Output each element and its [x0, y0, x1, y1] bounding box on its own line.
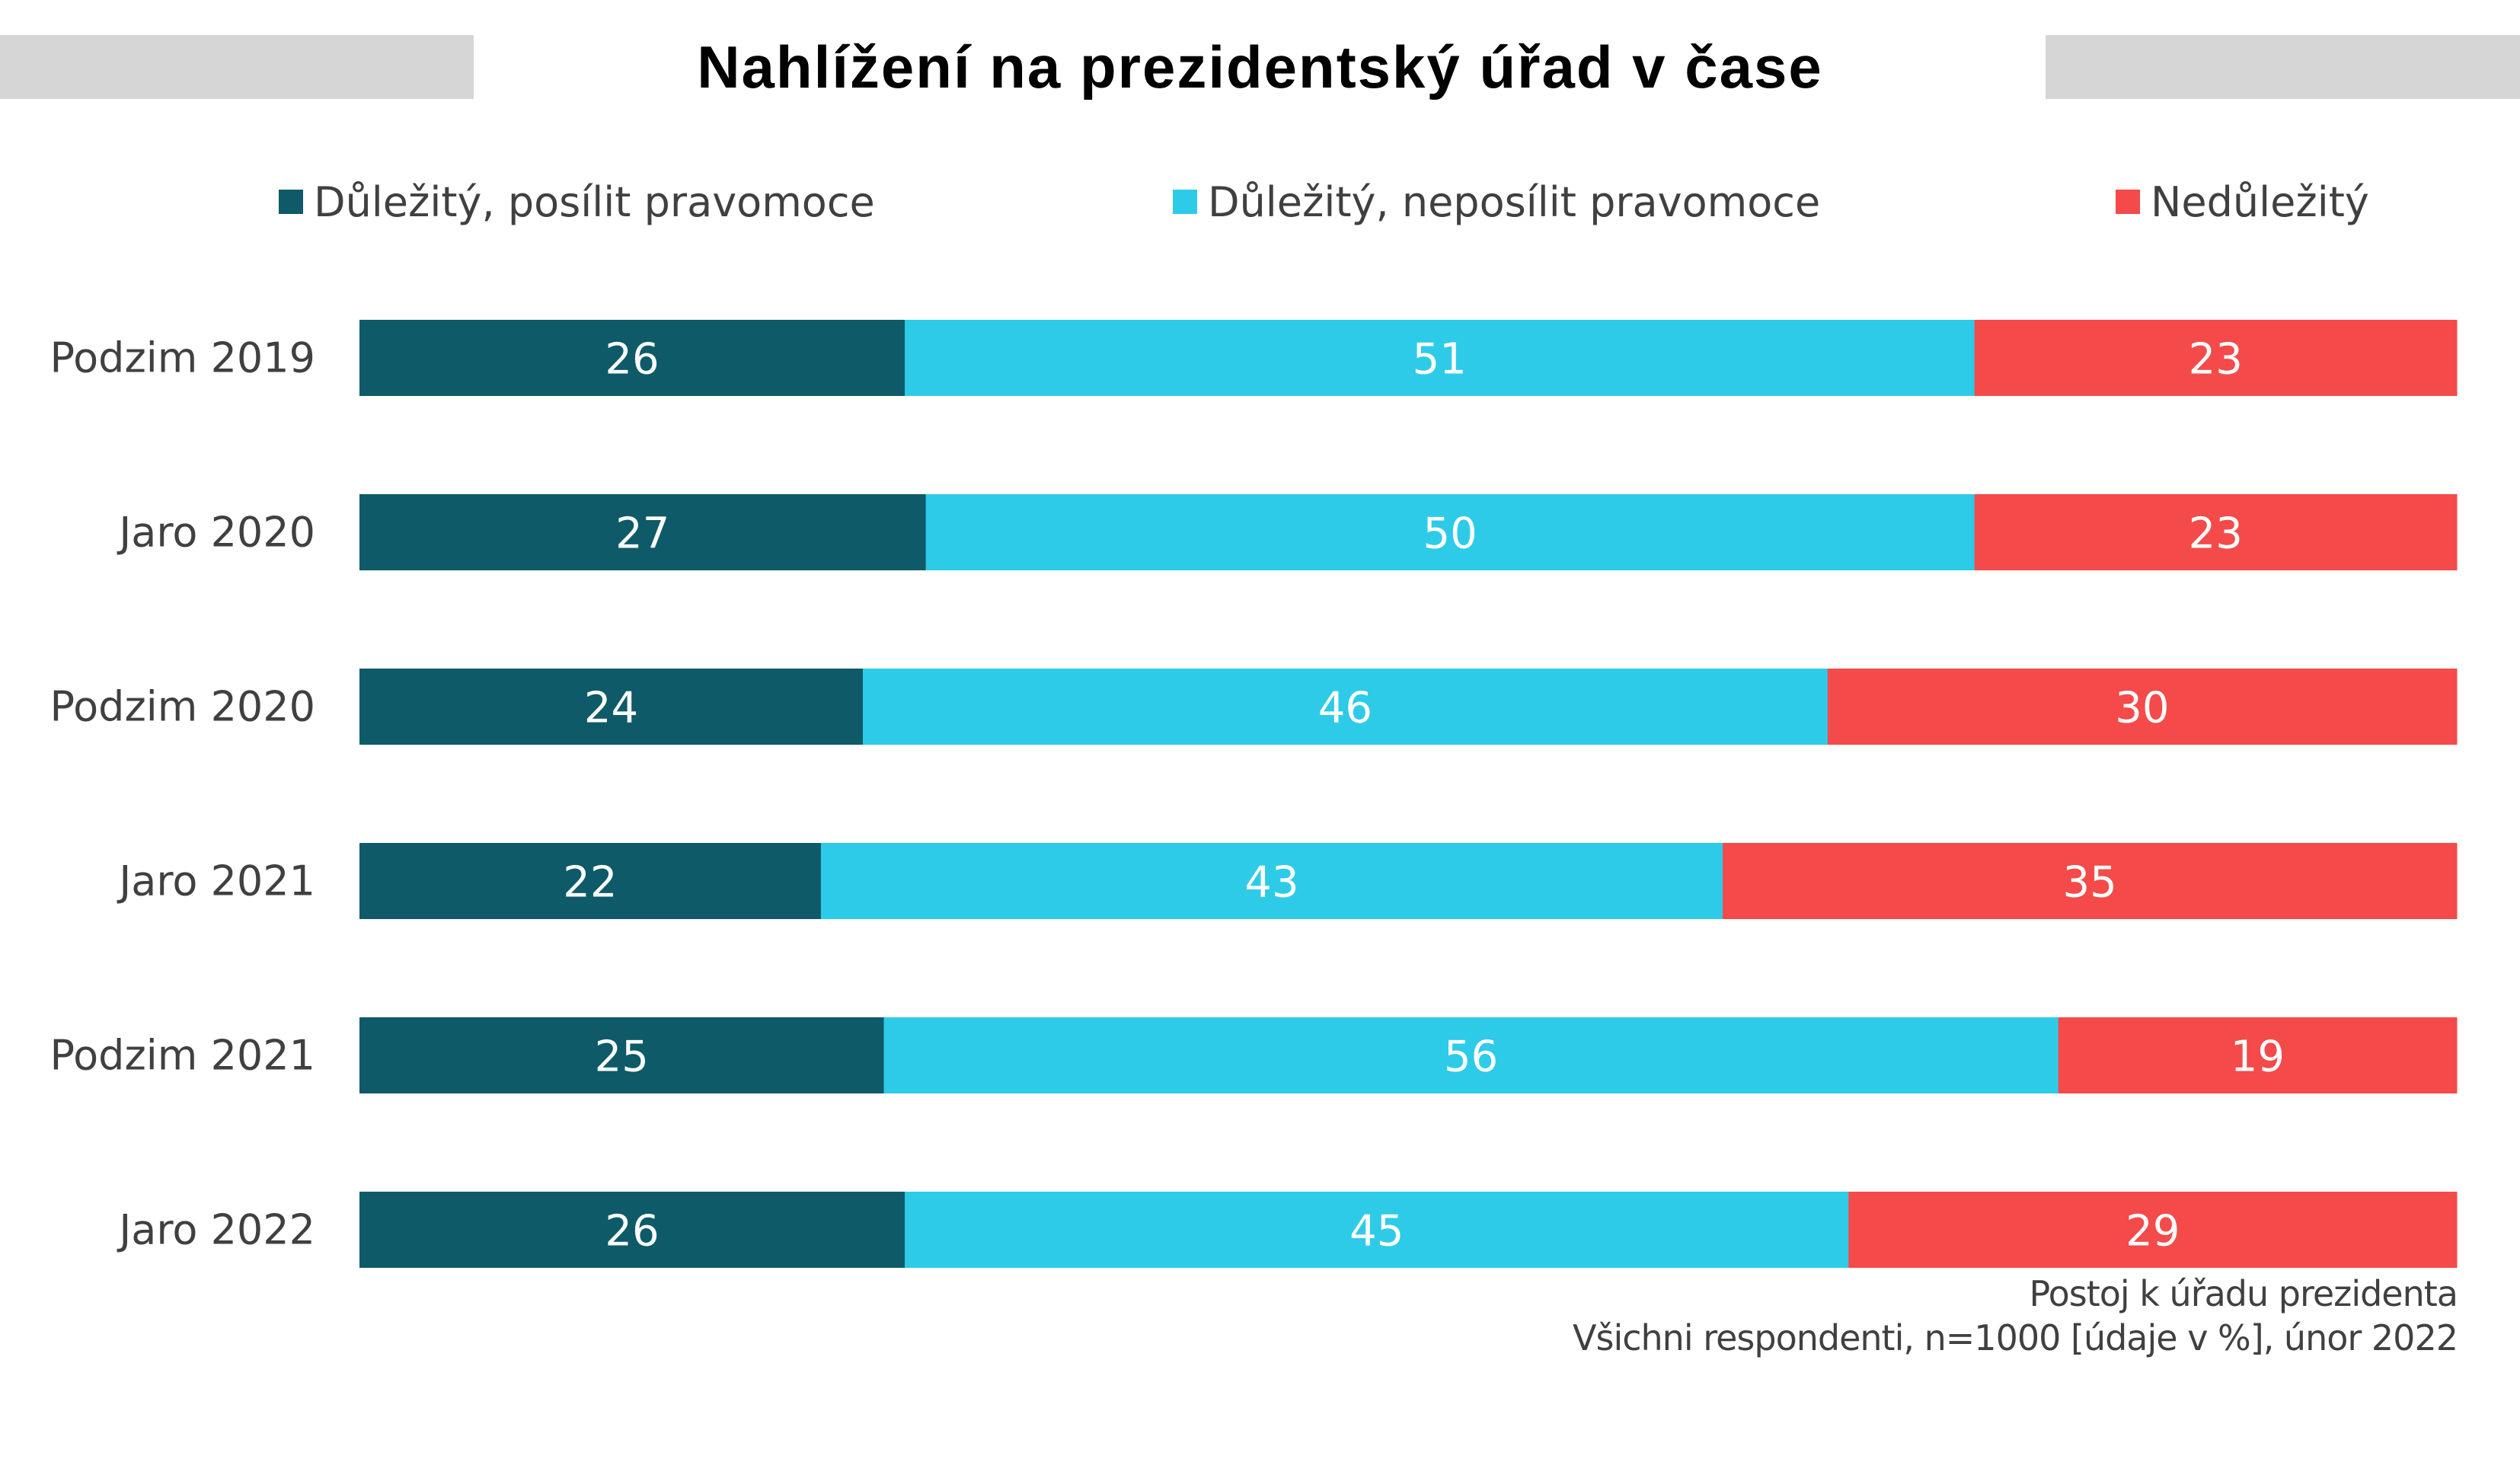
data-label-podzim-2021-s1: 56	[1444, 1033, 1498, 1082]
data-label-podzim-2020-s1: 46	[1318, 684, 1372, 733]
data-label-jaro-2022-s1: 45	[1349, 1207, 1404, 1256]
bar-segment-jaro-2022-s2	[1848, 1192, 2458, 1268]
data-label-jaro-2020-s0: 27	[615, 509, 669, 559]
legend: Důležitý, posílit pravomoce Důležitý, ne…	[0, 171, 2520, 232]
bar-segment-podzim-2019-s0	[359, 320, 905, 396]
title-band-left	[0, 35, 474, 99]
legend-label-strengthen: Důležitý, posílit pravomoce	[314, 177, 875, 226]
bar-segment-podzim-2020-s2	[1827, 669, 2458, 745]
data-label-jaro-2020-s1: 50	[1423, 509, 1477, 559]
data-label-jaro-2021-s0: 22	[563, 858, 617, 908]
data-label-jaro-2021-s2: 35	[2062, 858, 2116, 908]
category-label-jaro-2022: Jaro 2022	[117, 1206, 315, 1254]
data-label-podzim-2021-s2: 19	[2231, 1033, 2285, 1082]
note-line-1: Postoj k úřadu prezidenta	[2029, 1273, 2458, 1314]
category-label-podzim-2020: Podzim 2020	[50, 683, 316, 731]
bar-segment-podzim-2019-s1	[905, 320, 1975, 396]
bar-segment-jaro-2022-s0	[359, 1192, 905, 1268]
bar-segment-podzim-2021-s1	[883, 1017, 2059, 1093]
data-label-podzim-2020-s2: 30	[2115, 684, 2169, 733]
bar-segment-podzim-2021-s2	[2058, 1017, 2458, 1093]
bar-segment-podzim-2020-s1	[863, 669, 1829, 745]
category-label-jaro-2020: Jaro 2020	[117, 509, 315, 557]
chart-title: Nahlížení na prezidentský úřad v čase	[697, 34, 1823, 101]
data-label-jaro-2021-s1: 43	[1244, 858, 1298, 908]
category-label-jaro-2021: Jaro 2021	[117, 857, 315, 905]
bar-segment-jaro-2020-s1	[925, 494, 1975, 570]
bar-segment-jaro-2020-s2	[1974, 494, 2458, 570]
data-label-podzim-2020-s0: 24	[584, 684, 638, 733]
bar-segment-podzim-2021-s0	[359, 1017, 884, 1093]
data-label-podzim-2019-s0: 26	[605, 335, 659, 385]
bar-segment-jaro-2021-s0	[359, 843, 822, 919]
note-line-2: Všichni respondenti, n=1000 [údaje v %],…	[1573, 1317, 2458, 1358]
category-label-podzim-2019: Podzim 2019	[50, 334, 316, 382]
legend-label-not-strengthen: Důležitý, neposílit pravomoce	[1208, 177, 1821, 226]
bar-segment-podzim-2020-s0	[359, 669, 864, 745]
legend-label-unimportant: Nedůležitý	[2151, 177, 2369, 226]
bar-segment-jaro-2020-s0	[359, 494, 927, 570]
bar-segment-podzim-2019-s2	[1974, 320, 2458, 396]
legend-swatch-unimportant	[2116, 190, 2140, 214]
data-label-podzim-2019-s2: 23	[2189, 335, 2243, 385]
legend-swatch-not-strengthen	[1173, 190, 1197, 214]
legend-item-strengthen: Důležitý, posílit pravomoce	[279, 171, 875, 232]
data-label-podzim-2019-s1: 51	[1413, 335, 1467, 385]
bar-segment-jaro-2021-s2	[1723, 843, 2458, 919]
data-label-jaro-2020-s2: 23	[2189, 509, 2243, 559]
data-label-podzim-2021-s0: 25	[595, 1033, 649, 1082]
title-band-right	[2046, 35, 2520, 99]
legend-item-unimportant: Nedůležitý	[2116, 171, 2369, 232]
data-label-jaro-2022-s2: 29	[2126, 1207, 2180, 1256]
bar-segment-jaro-2021-s1	[820, 843, 1723, 919]
category-label-podzim-2021: Podzim 2021	[50, 1032, 316, 1080]
legend-item-not-strengthen: Důležitý, neposílit pravomoce	[1173, 171, 1820, 232]
bar-segment-jaro-2022-s1	[905, 1192, 1849, 1268]
chart-notes: Postoj k úřadu prezidenta Všichni respon…	[1573, 1272, 2458, 1360]
legend-swatch-strengthen	[279, 190, 303, 214]
data-label-jaro-2022-s0: 26	[605, 1207, 659, 1256]
